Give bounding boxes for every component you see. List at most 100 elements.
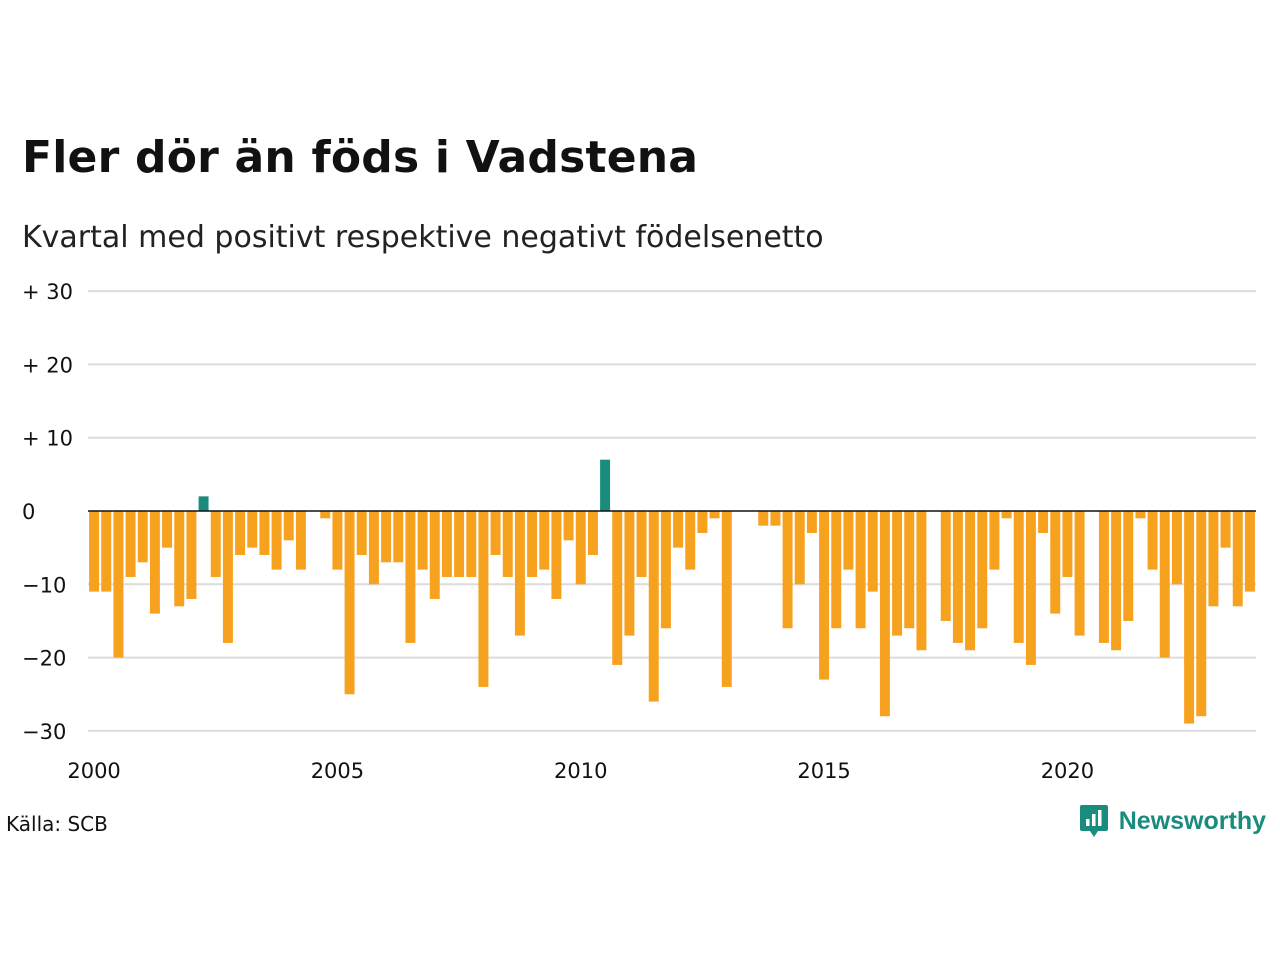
bar <box>879 511 890 717</box>
bar <box>490 511 501 555</box>
brand-name: Newsworthy <box>1118 806 1266 835</box>
bar <box>904 511 915 629</box>
bar <box>1111 511 1122 651</box>
bar <box>283 511 294 541</box>
y-tick-label: + 20 <box>22 353 73 377</box>
bar-series <box>89 459 1255 724</box>
bar <box>952 511 963 643</box>
bar <box>1196 511 1207 717</box>
bar <box>478 511 489 687</box>
bar <box>867 511 878 592</box>
bar <box>794 511 805 585</box>
y-tick-label: + 30 <box>22 280 73 304</box>
y-axis-labels: + 30 + 20 + 10 0 −10 −20 −30 <box>22 280 73 744</box>
x-axis-labels: 2000 2005 2010 2015 2020 <box>67 759 1094 783</box>
bar <box>575 511 586 585</box>
x-tick-label: 2020 <box>1041 759 1094 783</box>
y-tick-label: −30 <box>22 720 66 744</box>
bar <box>819 511 830 680</box>
newsworthy-logo-icon <box>1079 805 1108 837</box>
bar <box>514 511 525 636</box>
bar <box>1025 511 1036 665</box>
bar <box>1050 511 1061 614</box>
bar <box>989 511 1000 570</box>
bar <box>721 511 732 687</box>
bar <box>624 511 635 636</box>
x-tick-label: 2010 <box>554 759 607 783</box>
bar <box>137 511 148 563</box>
bar <box>1147 511 1158 570</box>
bar <box>502 511 513 577</box>
x-tick-label: 2005 <box>311 759 364 783</box>
bar <box>162 511 173 548</box>
x-tick-label: 2015 <box>797 759 850 783</box>
bar <box>1135 511 1146 519</box>
bar <box>125 511 136 577</box>
bar <box>1159 511 1170 658</box>
bar <box>441 511 452 577</box>
bar <box>1171 511 1182 585</box>
bar <box>539 511 550 570</box>
bar <box>527 511 538 577</box>
bar <box>332 511 343 570</box>
bar <box>149 511 160 614</box>
source-note: Källa: SCB <box>6 812 108 836</box>
bar <box>697 511 708 533</box>
bar <box>1232 511 1243 607</box>
y-tick-label: −10 <box>22 573 66 597</box>
bar <box>758 511 769 526</box>
bar <box>1062 511 1073 577</box>
bar <box>235 511 246 555</box>
bar <box>1013 511 1024 643</box>
bar <box>563 511 574 541</box>
bar <box>855 511 866 629</box>
bar <box>259 511 270 555</box>
bar <box>636 511 647 577</box>
bar <box>1123 511 1134 621</box>
chart-subtitle: Kvartal med positivt respektive negativt… <box>22 220 824 255</box>
y-tick-label: −20 <box>22 647 66 671</box>
bar <box>551 511 562 599</box>
bar <box>831 511 842 629</box>
bar <box>186 511 197 599</box>
bar <box>368 511 379 585</box>
bar <box>1074 511 1085 636</box>
bar <box>417 511 428 570</box>
bar <box>1098 511 1109 643</box>
bar <box>344 511 355 695</box>
bar <box>466 511 477 577</box>
bar <box>660 511 671 629</box>
y-tick-label: + 10 <box>22 427 73 451</box>
bar <box>454 511 465 577</box>
bar <box>685 511 696 570</box>
bar <box>806 511 817 533</box>
bar <box>320 511 331 519</box>
bar <box>612 511 623 665</box>
bar <box>600 459 611 511</box>
bar <box>843 511 854 570</box>
bar <box>174 511 185 607</box>
bar <box>892 511 903 636</box>
bar <box>222 511 233 643</box>
bar <box>782 511 793 629</box>
bar <box>405 511 416 643</box>
bar <box>1038 511 1049 533</box>
bar <box>1220 511 1231 548</box>
bar <box>709 511 720 519</box>
bar <box>393 511 404 563</box>
bar <box>673 511 684 548</box>
brand-logo[interactable]: Newsworthy <box>1079 804 1266 838</box>
bar <box>271 511 282 570</box>
chart-title: Fler dör än föds i Vadstena <box>22 132 699 183</box>
bar-chart: + 30+ 20+ 100−10−20−30 2000 2005 2010 2015 2… <box>22 280 1256 783</box>
bar <box>89 511 100 592</box>
bar <box>648 511 659 702</box>
bar <box>1184 511 1195 724</box>
gridlines <box>88 290 1256 732</box>
bar <box>381 511 392 563</box>
bar <box>977 511 988 629</box>
bar <box>1208 511 1219 607</box>
bar <box>587 511 598 555</box>
y-tick-label: 0 <box>22 500 35 524</box>
bar <box>770 511 781 526</box>
